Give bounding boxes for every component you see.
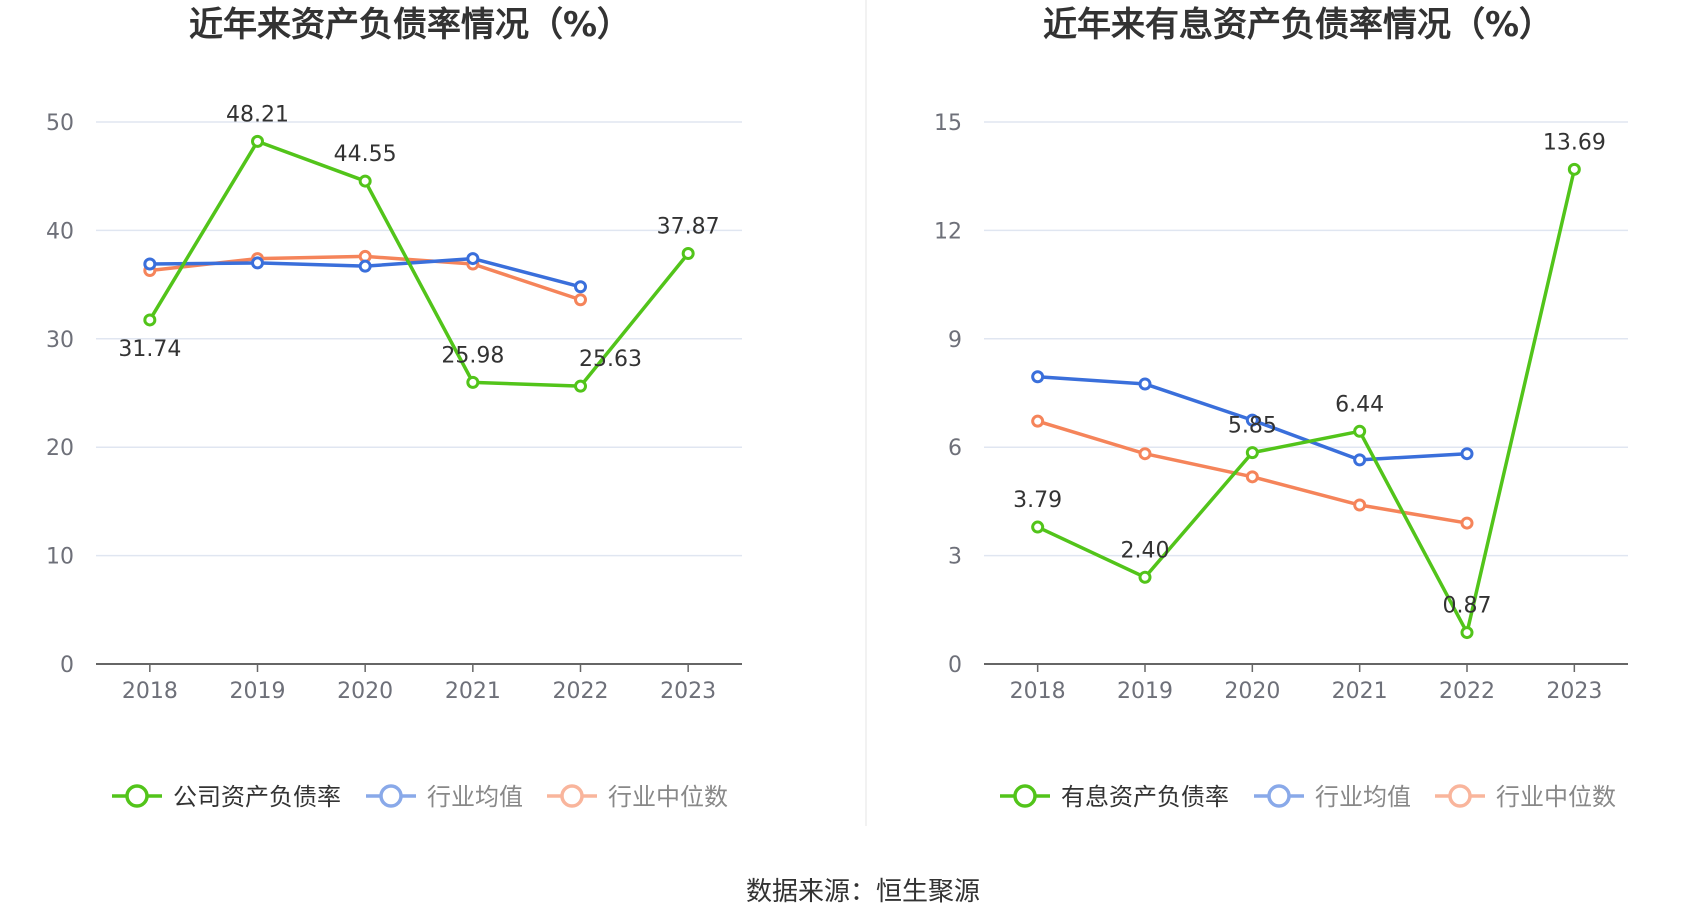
data-point[interactable] — [1138, 447, 1152, 461]
y-tick-label: 20 — [46, 436, 74, 461]
x-tick-label: 2019 — [230, 679, 286, 704]
data-point[interactable] — [1353, 453, 1367, 467]
data-point[interactable] — [1460, 447, 1474, 461]
data-point[interactable] — [466, 252, 480, 266]
x-tick-label: 2018 — [1010, 679, 1066, 704]
chart-title: 近年来资产负债率情况（%） — [189, 5, 631, 45]
legend-label: 行业均值 — [1315, 783, 1411, 811]
legend-label: 行业中位数 — [608, 783, 728, 811]
legend-label: 行业中位数 — [1496, 783, 1616, 811]
data-point[interactable] — [574, 379, 587, 393]
legend-label: 行业均值 — [427, 783, 523, 811]
legend-item[interactable]: 行业均值 — [366, 783, 523, 811]
data-label: 0.87 — [1443, 594, 1492, 619]
data-point[interactable] — [251, 256, 264, 270]
data-source-label: 数据来源：恒生聚源 — [746, 877, 980, 907]
data-point[interactable] — [1138, 377, 1152, 391]
data-label: 6.44 — [1335, 392, 1384, 417]
chart-title: 近年来有息资产负债率情况（%） — [1043, 5, 1553, 45]
data-point[interactable] — [1031, 370, 1045, 384]
y-tick-label: 12 — [934, 219, 962, 244]
data-point[interactable] — [1245, 446, 1259, 460]
series-line — [148, 139, 690, 388]
y-tick-label: 9 — [948, 328, 962, 353]
chart-panel-interest-debt-ratio: 近年来有息资产负债率情况（%） 0 3 6 9 12 15 2018 2019 2020 2021 2… — [934, 5, 1628, 811]
data-point[interactable] — [1567, 162, 1581, 176]
y-tick-label: 40 — [46, 219, 74, 244]
data-point[interactable] — [574, 293, 587, 307]
data-point[interactable] — [1245, 413, 1259, 427]
legend-item[interactable]: 行业均值 — [1254, 783, 1411, 811]
data-label: 2.40 — [1121, 538, 1170, 563]
data-label: 13.69 — [1543, 130, 1606, 155]
data-point[interactable] — [1138, 570, 1152, 584]
legend-item[interactable]: 行业中位数 — [547, 783, 728, 811]
data-point[interactable] — [574, 280, 587, 294]
legend-swatch-marker — [1013, 784, 1037, 808]
data-point[interactable] — [143, 257, 157, 271]
data-point[interactable] — [1353, 424, 1367, 438]
x-tick-label: 2019 — [1117, 679, 1173, 704]
data-point[interactable] — [466, 375, 480, 389]
data-point[interactable] — [1460, 516, 1474, 530]
data-label: 44.55 — [334, 142, 397, 167]
data-point[interactable] — [681, 246, 695, 260]
data-point[interactable] — [251, 134, 264, 148]
data-point[interactable] — [143, 313, 157, 327]
legend-label: 公司资产负债率 — [173, 783, 341, 811]
legend-swatch-marker — [560, 784, 584, 808]
chart-panel-debt-ratio: 近年来资产负债率情况（%） 0 10 20 30 40 50 2018 2019 2020 2021… — [46, 5, 742, 811]
data-label: 31.74 — [118, 337, 181, 362]
y-tick-label: 15 — [934, 111, 962, 136]
y-tick-label: 0 — [60, 653, 74, 678]
x-tick-label: 2023 — [660, 679, 716, 704]
y-tick-label: 0 — [948, 653, 962, 678]
y-tick-label: 6 — [948, 436, 962, 461]
data-point[interactable] — [1353, 498, 1367, 512]
y-tick-label: 3 — [948, 545, 962, 570]
data-point[interactable] — [358, 174, 372, 188]
series-line — [1036, 168, 1577, 635]
data-point[interactable] — [358, 259, 372, 273]
y-tick-label: 30 — [46, 328, 74, 353]
legend-swatch-marker — [379, 784, 403, 808]
data-point[interactable] — [1031, 520, 1045, 534]
legend-item[interactable]: 行业中位数 — [1435, 783, 1616, 811]
y-tick-label: 10 — [46, 545, 74, 570]
data-point[interactable] — [1031, 414, 1045, 428]
data-label: 3.79 — [1013, 488, 1062, 513]
x-tick-label: 2020 — [1224, 679, 1280, 704]
x-tick-label: 2021 — [1332, 679, 1388, 704]
x-tick-label: 2022 — [1439, 679, 1495, 704]
data-label: 25.98 — [441, 343, 504, 368]
data-label: 25.63 — [579, 347, 642, 372]
data-label: 5.85 — [1228, 414, 1277, 439]
legend-swatch-marker — [1267, 784, 1291, 808]
data-point[interactable] — [1460, 626, 1474, 640]
x-tick-label: 2021 — [445, 679, 501, 704]
legend-swatch-marker — [1448, 784, 1472, 808]
x-tick-label: 2020 — [337, 679, 393, 704]
y-tick-label: 50 — [46, 111, 74, 136]
x-tick-label: 2018 — [122, 679, 178, 704]
x-tick-label: 2022 — [553, 679, 609, 704]
legend-item[interactable]: 公司资产负债率 — [112, 783, 341, 811]
legend-label: 有息资产负债率 — [1061, 783, 1229, 811]
data-label: 48.21 — [226, 102, 289, 127]
data-point[interactable] — [1245, 470, 1259, 484]
data-label: 37.87 — [657, 214, 720, 239]
legend-swatch-marker — [125, 784, 149, 808]
legend-item[interactable]: 有息资产负债率 — [1000, 783, 1229, 811]
x-tick-label: 2023 — [1546, 679, 1602, 704]
